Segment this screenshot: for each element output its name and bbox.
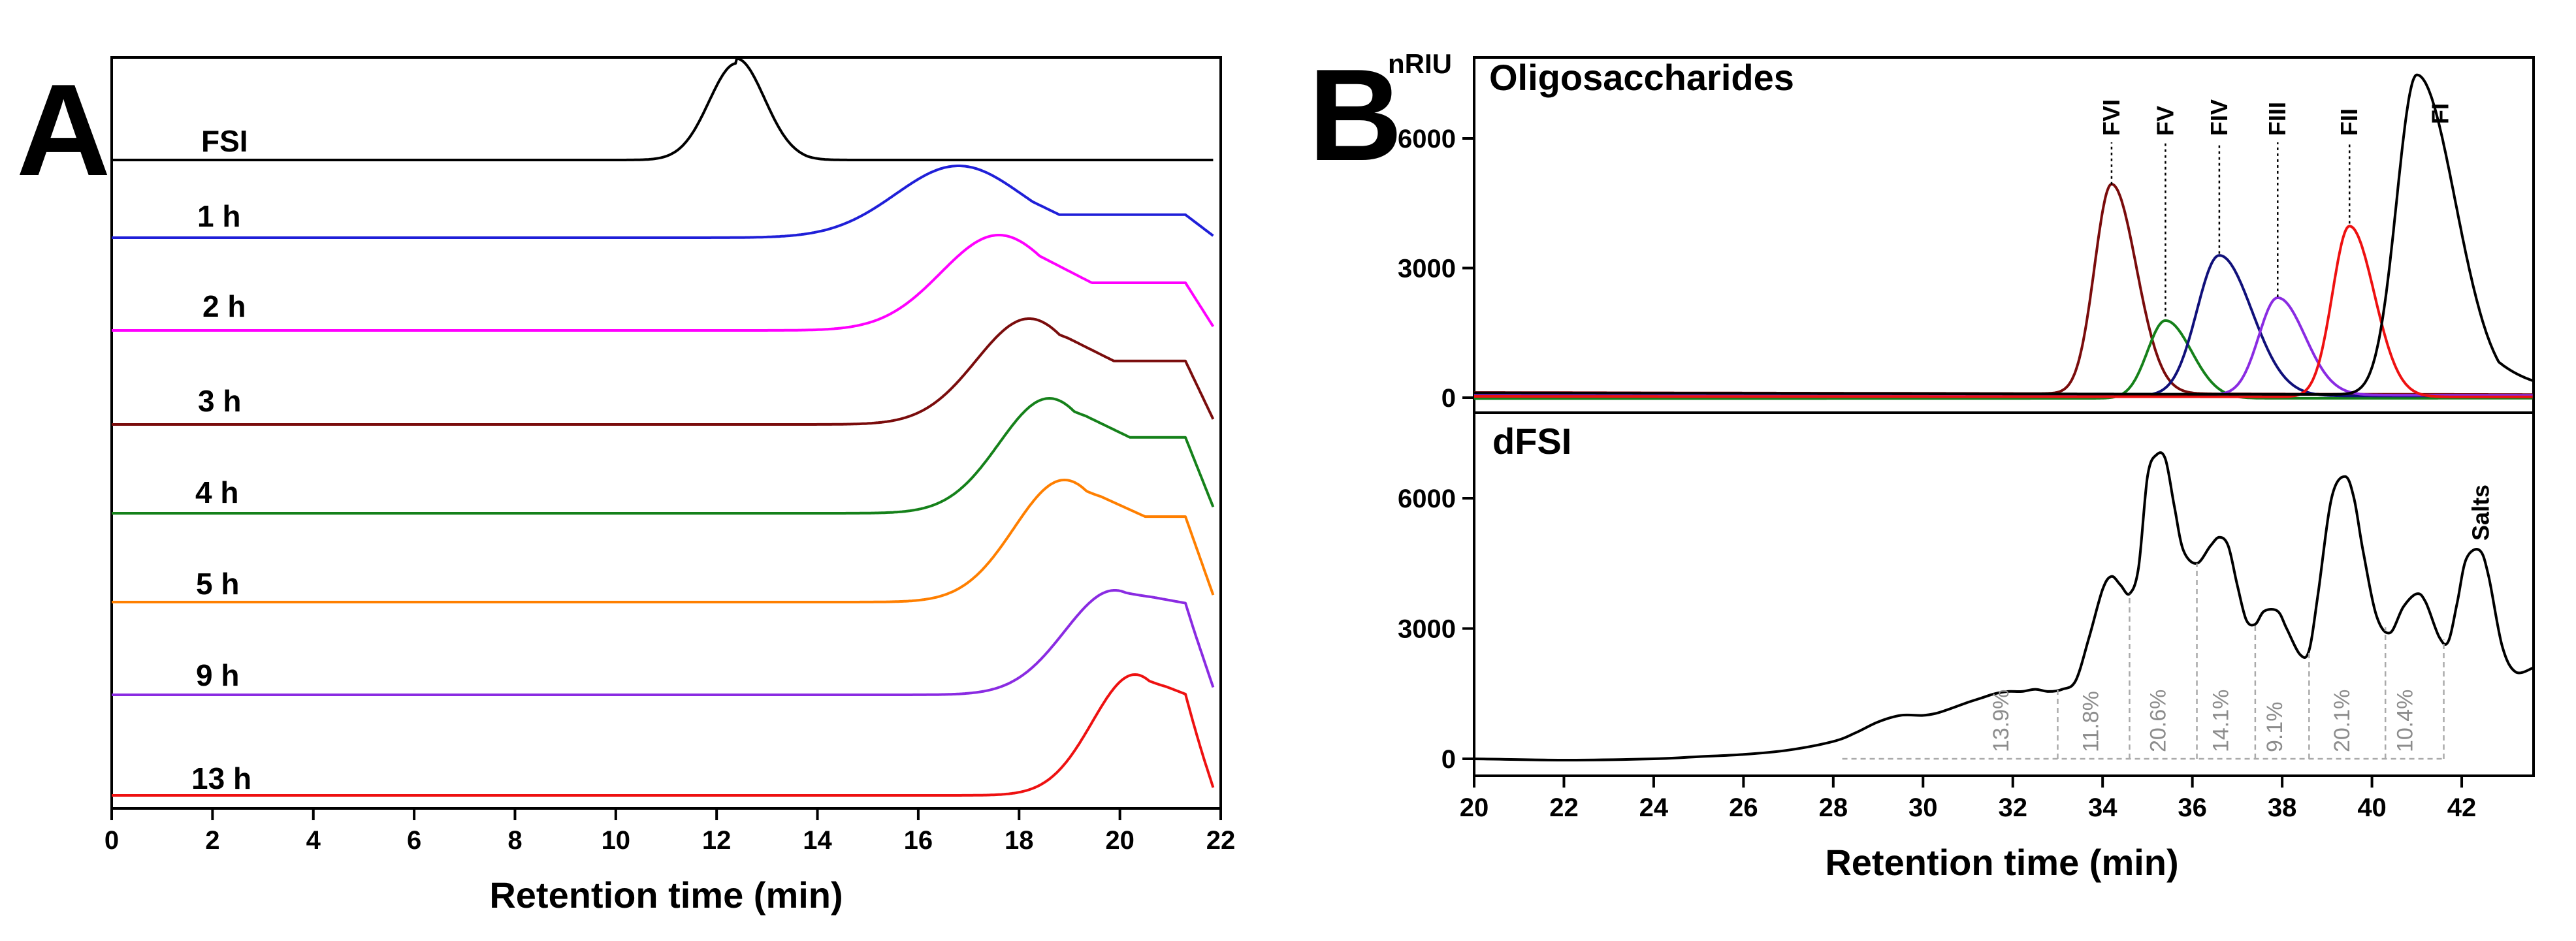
panel-b-x-tick-label: 42 bbox=[2447, 793, 2477, 822]
panel-b-peak-label-fii: FII bbox=[2336, 108, 2362, 136]
panel-a-series-line-9-h bbox=[111, 589, 1215, 696]
panel-b-chart: nRIU Oligosaccharides dFSI 0 3000 6000 0 30… bbox=[1388, 48, 2535, 883]
panel-b-peak-label-fiii: FIII bbox=[2264, 102, 2291, 136]
panel-b-x-tick-label: 24 bbox=[1639, 793, 1669, 822]
panel-a-series-labels: FSI 1 h 2 h 3 h 4 h 5 h 9 h 13 h bbox=[191, 124, 251, 795]
panel-b-top-y-axis: 0 3000 6000 bbox=[1398, 125, 1474, 413]
panel-b-x-tick-label: 38 bbox=[2268, 793, 2297, 822]
panel-a-series-label-1-h: 1 h bbox=[197, 199, 240, 233]
panel-a-x-axis: 0 2 4 6 8 10 12 14 16 18 20 22 bbox=[105, 808, 1235, 855]
panel-b-oligosaccharide-series bbox=[1473, 73, 2534, 400]
panel-letter-b: B bbox=[1308, 42, 1402, 188]
panel-a-series-label-3-h: 3 h bbox=[198, 384, 241, 418]
panel-b-x-tick-label: 32 bbox=[1998, 793, 2027, 822]
panel-b-top-title: Oligosaccharides bbox=[1489, 57, 1794, 98]
panel-a-x-tick-label: 10 bbox=[602, 826, 631, 855]
panel-b-dfsi-line bbox=[1473, 451, 2534, 761]
panel-a-series-label-9-h: 9 h bbox=[196, 658, 239, 692]
panel-b-dfsi-series bbox=[1473, 451, 2534, 761]
panel-a-series-line-fsi bbox=[111, 57, 1214, 161]
panel-b-x-tick-label: 22 bbox=[1549, 793, 1579, 822]
panel-a-x-tick-label: 20 bbox=[1105, 826, 1135, 855]
panel-b-fractions: 13.9% 11.8% 20.6% 14.1% 9.1% 20.1% 10.4% Salts bbox=[1842, 485, 2494, 760]
panel-b-bottom-title: dFSI bbox=[1492, 421, 1571, 462]
panel-a-x-tick-label: 12 bbox=[702, 826, 732, 855]
panel-b-bottom-y-tick-label: 6000 bbox=[1398, 485, 1456, 513]
panel-a-x-tick-label: 4 bbox=[306, 826, 321, 855]
panel-b-x-tick-label: 20 bbox=[1460, 793, 1489, 822]
panel-b-peak-line-fi bbox=[1473, 73, 2534, 396]
panel-a-x-tick-label: 16 bbox=[904, 826, 933, 855]
panel-a-x-tick-label: 22 bbox=[1206, 826, 1236, 855]
panel-a-x-tick-label: 14 bbox=[803, 826, 832, 855]
panel-a-x-tick-label: 6 bbox=[407, 826, 421, 855]
panel-b-top-y-tick-label: 0 bbox=[1441, 384, 1456, 413]
panel-a-x-tick-label: 8 bbox=[507, 826, 522, 855]
panel-a-series-label-4-h: 4 h bbox=[195, 475, 238, 509]
panel-a-series-line-4-h bbox=[111, 397, 1215, 515]
panel-a-x-tick-label: 18 bbox=[1005, 826, 1034, 855]
panel-a-series-line-2-h bbox=[111, 234, 1215, 332]
panel-b-peak-line-fiii bbox=[1473, 296, 2534, 397]
panel-b-x-axis: 20 22 24 26 28 30 32 34 36 38 40 42 bbox=[1460, 776, 2477, 822]
panel-b-fraction-percent: 11.8% bbox=[2078, 691, 2103, 752]
panel-b-fraction-percent: 10.4% bbox=[2392, 690, 2417, 752]
panel-a-series-label-13-h: 13 h bbox=[191, 761, 251, 795]
panel-a-x-axis-title: Retention time (min) bbox=[489, 874, 843, 916]
panel-b-peak-label-fi: FI bbox=[2426, 103, 2453, 124]
panel-b-peak-label-fiv: FIV bbox=[2206, 99, 2232, 136]
panel-b-x-tick-label: 36 bbox=[2178, 793, 2207, 822]
panel-b-x-tick-label: 28 bbox=[1819, 793, 1848, 822]
panel-b-bottom-y-axis: 0 3000 6000 bbox=[1398, 485, 1474, 774]
panel-b-top-y-tick-label: 6000 bbox=[1398, 125, 1456, 153]
panel-a-series-line-13-h bbox=[111, 673, 1215, 797]
panel-a-series-label-5-h: 5 h bbox=[196, 567, 239, 601]
panel-b-annotation-salts: Salts bbox=[2468, 485, 2494, 541]
panel-b-peak-line-fii bbox=[1473, 225, 2534, 398]
panel-a-series-label-2-h: 2 h bbox=[202, 289, 246, 323]
panel-b-x-tick-label: 34 bbox=[2088, 793, 2117, 822]
panel-a-chart: 0 2 4 6 8 10 12 14 16 18 20 22 FSI 1 h 2 h 3 h 4 h 5 h 9 … bbox=[105, 56, 1235, 916]
panel-b-x-axis-title: Retention time (min) bbox=[1825, 842, 2178, 883]
panel-b-fraction-percent: 14.1% bbox=[2209, 690, 2234, 752]
panel-b-bottom-frame bbox=[1473, 411, 2535, 777]
panel-b-peak-line-fv bbox=[1473, 319, 2534, 400]
panel-b-peak-line-fiv bbox=[1473, 254, 2534, 398]
panel-a-frame bbox=[110, 56, 1222, 810]
panel-b-peak-labels: FVI FV FIV FIII FII FI bbox=[2098, 99, 2453, 317]
panel-b-bottom-y-tick-label: 3000 bbox=[1398, 615, 1456, 644]
panel-a-series-line-1-h bbox=[111, 165, 1214, 239]
panel-b-peak-label-fvi: FVI bbox=[2098, 99, 2125, 136]
panel-b-fraction-percent: 13.9% bbox=[1989, 690, 2014, 752]
panel-b-top-y-tick-label: 3000 bbox=[1398, 255, 1456, 283]
panel-a-series-label-fsi: FSI bbox=[201, 124, 248, 158]
panel-letter-a: A bbox=[16, 57, 110, 203]
panel-b-x-tick-label: 26 bbox=[1729, 793, 1758, 822]
panel-a-series bbox=[111, 57, 1215, 797]
panel-a-x-tick-label: 0 bbox=[105, 826, 119, 855]
panel-b-peak-label-fv: FV bbox=[2151, 106, 2178, 136]
panel-a-x-tick-label: 2 bbox=[205, 826, 219, 855]
panel-b-bottom-y-tick-label: 0 bbox=[1441, 745, 1456, 774]
panel-b-x-tick-label: 30 bbox=[1908, 793, 1938, 822]
panel-a-series-line-5-h bbox=[111, 479, 1215, 603]
panel-b-fraction-percent: 20.6% bbox=[2146, 690, 2170, 752]
panel-b-fraction-percent: 20.1% bbox=[2330, 690, 2355, 752]
panel-b-y-unit: nRIU bbox=[1388, 48, 1452, 79]
panel-a-series-line-3-h bbox=[111, 317, 1215, 426]
panel-b-x-tick-label: 40 bbox=[2357, 793, 2387, 822]
panel-b-fraction-percent: 9.1% bbox=[2262, 702, 2287, 753]
